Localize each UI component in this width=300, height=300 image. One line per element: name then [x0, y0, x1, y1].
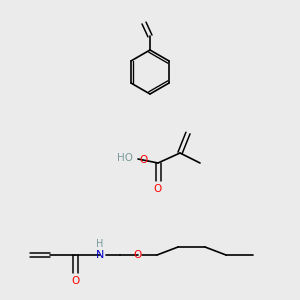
- Text: O: O: [154, 184, 162, 194]
- Text: N: N: [96, 250, 104, 260]
- Text: HO: HO: [117, 153, 133, 163]
- Text: H: H: [96, 239, 104, 249]
- Text: O: O: [134, 250, 142, 260]
- Text: O: O: [139, 155, 147, 165]
- Text: O: O: [71, 276, 79, 286]
